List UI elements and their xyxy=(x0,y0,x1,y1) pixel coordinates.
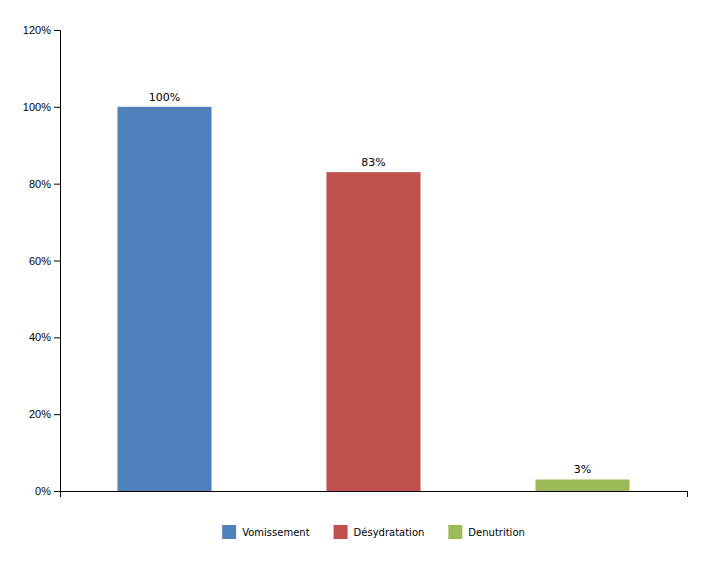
y-tick-mark xyxy=(54,107,60,108)
y-tick-label: 60% xyxy=(29,255,51,267)
data-label: 83% xyxy=(361,156,385,169)
plot: 0% 20% 40% 60% 80% 100% 120% 100% 83% 3% xyxy=(23,24,688,497)
bars xyxy=(117,107,629,491)
x-axis xyxy=(61,492,688,498)
data-labels: 100% 83% 3% xyxy=(149,91,591,477)
y-tick-mark xyxy=(54,337,60,338)
legend-label: Désydratation xyxy=(354,527,425,538)
chart: 0% 20% 40% 60% 80% 100% 120% 100% 83% 3% Vomisseme… xyxy=(0,0,711,561)
y-tick: 40% xyxy=(29,331,60,343)
legend-item: Denutrition xyxy=(448,525,525,539)
legend-label: Denutrition xyxy=(468,527,525,538)
y-tick-label: 0% xyxy=(35,485,51,497)
y-tick: 120% xyxy=(23,24,60,36)
y-tick: 60% xyxy=(29,255,60,267)
y-tick-mark xyxy=(54,184,60,185)
bar xyxy=(117,107,211,491)
legend-swatch xyxy=(448,525,462,539)
y-tick: 80% xyxy=(29,178,60,190)
y-tick-mark xyxy=(54,491,60,492)
legend-swatch xyxy=(334,525,348,539)
bar xyxy=(326,172,420,491)
legend-item: Désydratation xyxy=(334,525,425,539)
y-tick: 0% xyxy=(35,485,60,497)
chart-container: 0% 20% 40% 60% 80% 100% 120% 100% 83% 3% Vomisseme… xyxy=(0,0,711,561)
legend-swatch xyxy=(222,525,236,539)
y-tick-label: 120% xyxy=(23,24,51,36)
y-axis-line xyxy=(54,31,61,492)
y-tick: 100% xyxy=(23,101,60,113)
y-tick-mark xyxy=(54,414,60,415)
y-tick-label: 20% xyxy=(29,408,51,420)
data-label: 3% xyxy=(574,463,591,476)
y-tick-label: 80% xyxy=(29,178,51,190)
legend-label: Vomissement xyxy=(242,527,310,538)
y-tick: 20% xyxy=(29,408,60,420)
data-label: 100% xyxy=(149,91,180,104)
y-axis: 0% 20% 40% 60% 80% 100% 120% xyxy=(23,24,61,497)
legend-item: Vomissement xyxy=(222,525,310,539)
y-tick-mark xyxy=(54,30,60,31)
legend: Vomissement Désydratation Denutrition xyxy=(222,525,525,539)
y-tick-mark xyxy=(54,261,60,262)
x-axis-line xyxy=(61,492,688,498)
y-tick-label: 100% xyxy=(23,101,51,113)
bar xyxy=(535,479,629,491)
y-tick-label: 40% xyxy=(29,331,51,343)
